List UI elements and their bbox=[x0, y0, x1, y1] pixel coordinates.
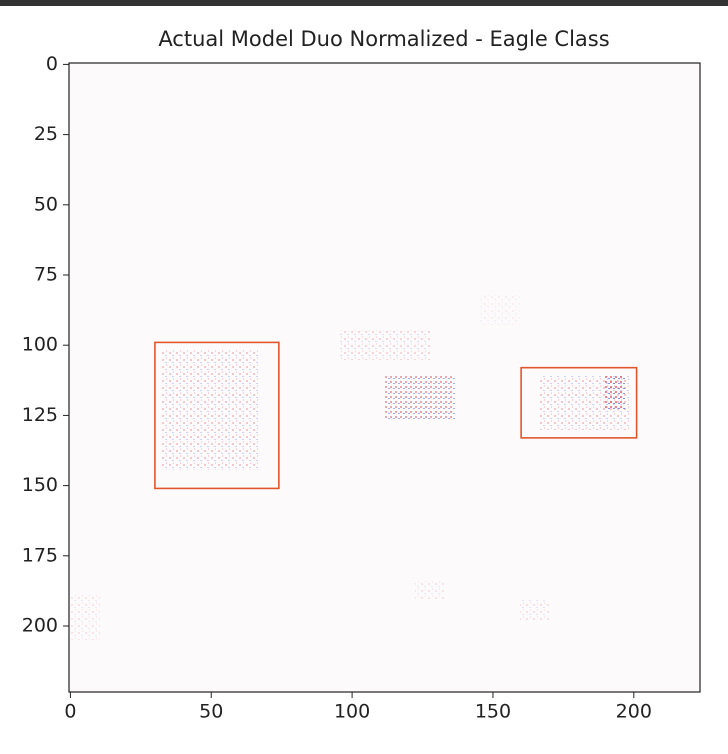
y-tick-label: 25 bbox=[34, 123, 58, 145]
y-tick-label: 125 bbox=[22, 404, 58, 426]
y-tick-label: 100 bbox=[22, 334, 58, 356]
bounding-box bbox=[520, 366, 638, 439]
x-tick-label: 0 bbox=[64, 701, 76, 723]
y-tick-label: 200 bbox=[22, 615, 58, 637]
y-tick-label: 175 bbox=[22, 544, 58, 566]
y-tick-label: 150 bbox=[22, 474, 58, 496]
x-tick-label: 100 bbox=[334, 701, 370, 723]
x-tick-label: 50 bbox=[199, 701, 223, 723]
chart-title: Actual Model Duo Normalized - Eagle Clas… bbox=[158, 27, 609, 51]
window-bar bbox=[0, 0, 728, 6]
plot-frame bbox=[68, 62, 701, 693]
y-tick-label: 75 bbox=[34, 264, 58, 286]
y-tick-label: 0 bbox=[46, 53, 58, 75]
bounding-box bbox=[154, 341, 280, 490]
heatmap bbox=[69, 63, 700, 692]
x-tick-label: 150 bbox=[475, 701, 511, 723]
x-tick-label: 200 bbox=[616, 701, 652, 723]
y-tick-label: 50 bbox=[34, 193, 58, 215]
